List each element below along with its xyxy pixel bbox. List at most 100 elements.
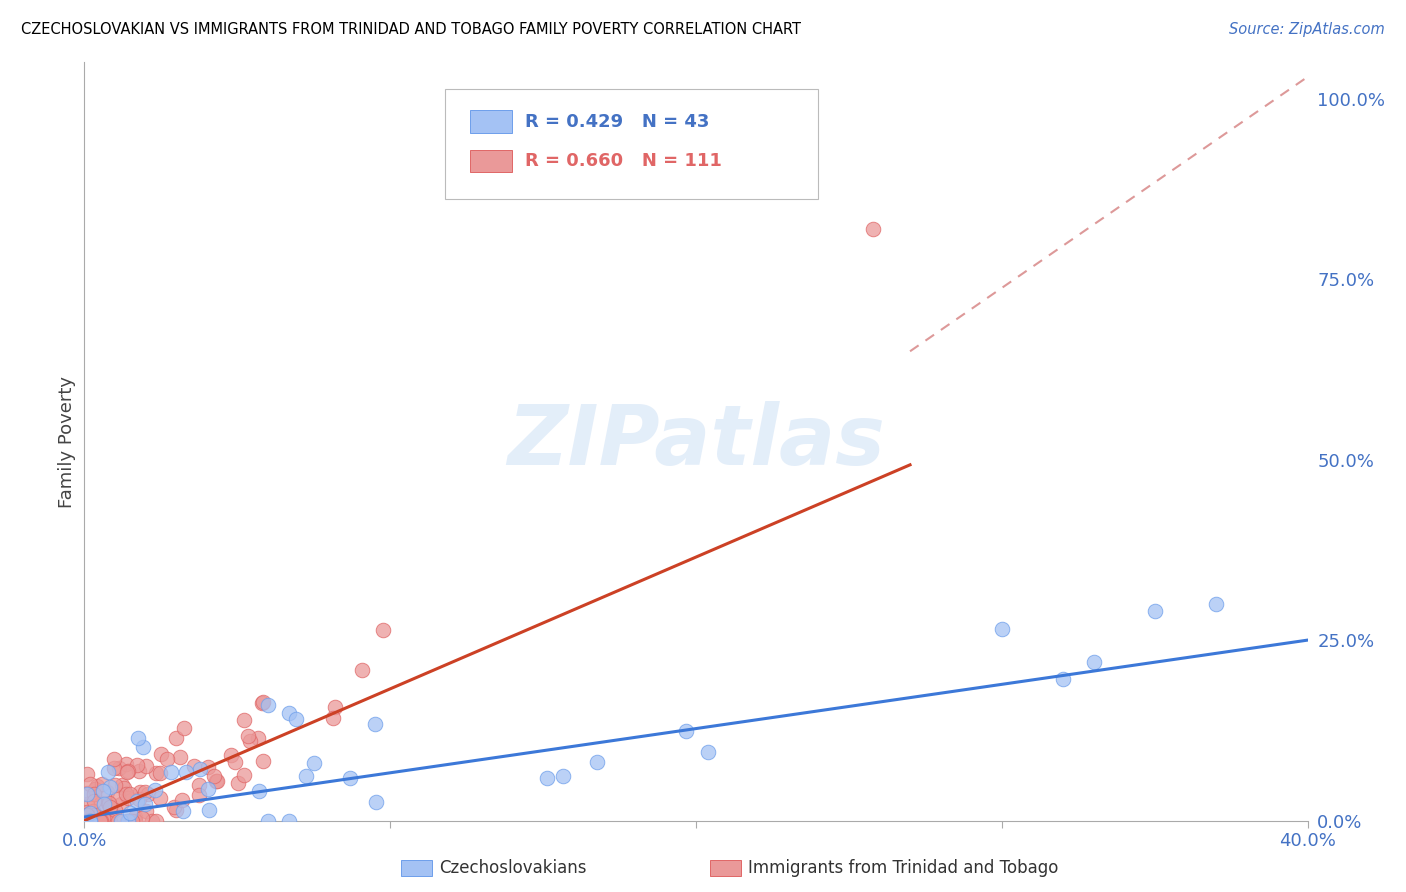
Point — [118, 787, 141, 801]
Point — [117, 790, 139, 805]
Point — [90, 814, 112, 828]
Point — [224, 755, 246, 769]
Text: Czechoslovakians: Czechoslovakians — [439, 859, 586, 877]
Point — [79, 814, 101, 828]
Point — [197, 782, 219, 797]
Point — [696, 745, 718, 759]
Point — [121, 814, 143, 828]
Point — [350, 663, 373, 677]
Point — [97, 764, 120, 779]
Point — [108, 762, 131, 776]
Point — [277, 814, 299, 828]
Point — [120, 806, 142, 821]
Point — [236, 729, 259, 743]
Point — [1083, 655, 1105, 669]
Point — [219, 747, 242, 762]
Point — [373, 624, 395, 638]
Point — [173, 721, 195, 735]
Point — [323, 700, 346, 714]
Point — [149, 790, 172, 805]
Text: CZECHOSLOVAKIAN VS IMMIGRANTS FROM TRINIDAD AND TOBAGO FAMILY POVERTY CORRELATIO: CZECHOSLOVAKIAN VS IMMIGRANTS FROM TRINI… — [21, 22, 801, 37]
Point — [83, 807, 105, 822]
Point — [187, 778, 209, 792]
Point — [76, 814, 98, 828]
Point — [117, 764, 139, 779]
Point — [252, 695, 274, 709]
Point — [90, 777, 112, 791]
Point — [1205, 597, 1227, 611]
Point — [136, 787, 159, 801]
Point — [205, 773, 228, 788]
Point — [135, 758, 157, 772]
Point — [233, 713, 256, 727]
Point — [107, 814, 129, 828]
Point — [87, 814, 110, 828]
Point — [553, 769, 575, 783]
Point — [250, 696, 273, 710]
Point — [124, 810, 146, 824]
Point — [120, 814, 142, 828]
Point — [76, 797, 98, 811]
Point — [117, 814, 139, 828]
Point — [134, 785, 156, 799]
Point — [103, 761, 125, 775]
Point — [90, 796, 112, 810]
Point — [84, 781, 107, 796]
Point — [145, 814, 167, 828]
Point — [104, 778, 127, 792]
Point — [134, 797, 156, 812]
Point — [149, 766, 172, 780]
Point — [246, 731, 269, 745]
Point — [98, 780, 121, 794]
Point — [111, 778, 134, 792]
Point — [79, 777, 101, 791]
Point — [79, 814, 101, 828]
Point — [364, 717, 387, 731]
Point — [278, 706, 301, 720]
Point — [82, 814, 104, 828]
Point — [115, 757, 138, 772]
Text: R = 0.660   N = 111: R = 0.660 N = 111 — [524, 152, 721, 170]
Point — [156, 751, 179, 765]
Point — [83, 814, 105, 828]
Point — [202, 769, 225, 783]
Point — [128, 785, 150, 799]
Point — [586, 755, 609, 769]
Point — [339, 772, 361, 786]
Point — [90, 814, 112, 828]
Point — [127, 794, 149, 808]
Point — [76, 808, 98, 822]
Point — [143, 782, 166, 797]
Point — [84, 814, 107, 828]
Point — [238, 733, 260, 747]
FancyBboxPatch shape — [470, 111, 513, 133]
Point — [76, 814, 98, 828]
Y-axis label: Family Poverty: Family Poverty — [58, 376, 76, 508]
Point — [100, 814, 122, 828]
Point — [188, 763, 211, 777]
Point — [79, 805, 101, 820]
Point — [79, 814, 101, 828]
Point — [93, 797, 115, 812]
Point — [174, 765, 197, 780]
Point — [145, 766, 167, 780]
Point — [76, 805, 98, 819]
Point — [117, 764, 139, 778]
Point — [115, 814, 138, 828]
Text: Source: ZipAtlas.com: Source: ZipAtlas.com — [1229, 22, 1385, 37]
Point — [79, 814, 101, 828]
Point — [675, 723, 697, 738]
Point — [83, 814, 105, 828]
Point — [91, 784, 114, 798]
Point — [115, 787, 138, 801]
Point — [76, 786, 98, 800]
Point — [86, 780, 108, 794]
Point — [128, 764, 150, 779]
Point — [172, 804, 194, 818]
Point — [98, 797, 121, 811]
Text: Immigrants from Trinidad and Tobago: Immigrants from Trinidad and Tobago — [748, 859, 1059, 877]
Point — [84, 814, 107, 828]
Point — [98, 800, 121, 814]
Point — [163, 800, 186, 814]
Text: R = 0.429   N = 43: R = 0.429 N = 43 — [524, 112, 709, 130]
